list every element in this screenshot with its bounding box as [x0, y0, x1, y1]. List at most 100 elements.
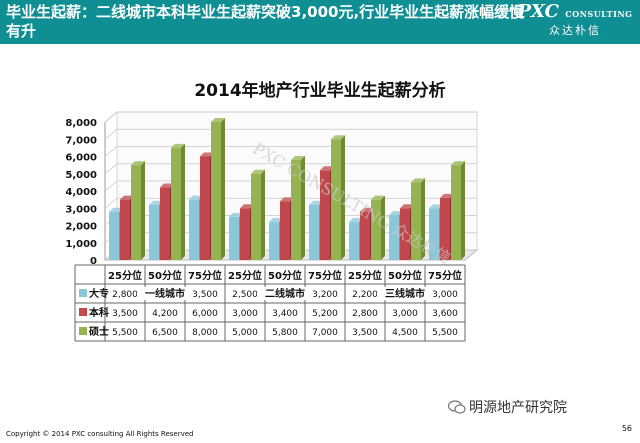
x-tick-label: 50分位	[148, 269, 182, 282]
bar-front	[451, 165, 461, 260]
bar-硕士	[411, 178, 425, 260]
bar-top	[309, 200, 323, 205]
logo-sub-text: 众达朴信	[549, 24, 601, 37]
y-tick-label: 2,000	[65, 222, 97, 233]
gridline	[104, 163, 477, 175]
bar-top	[131, 161, 145, 166]
bar-top	[291, 155, 305, 160]
bar-top	[200, 152, 214, 157]
bar-front	[371, 199, 381, 260]
bar-front	[211, 122, 221, 260]
bar-top	[211, 118, 225, 122]
bar-side	[221, 118, 225, 260]
data-label: 5,000	[232, 328, 258, 338]
brand-name: 明源地产研究院	[469, 400, 567, 416]
bar-top	[109, 207, 123, 212]
y-tick-label: 4,000	[65, 187, 97, 198]
data-label: 5,500	[432, 328, 458, 338]
bar-top	[171, 143, 185, 148]
data-label: 3,500	[352, 328, 378, 338]
data-label: 3,400	[272, 309, 298, 319]
group-label-bg	[137, 287, 193, 300]
bar-top	[120, 195, 134, 200]
data-label: 5,500	[112, 328, 138, 338]
data-label: 6,000	[192, 309, 218, 319]
bar-front	[171, 147, 181, 260]
x-tick-label: 75分位	[428, 269, 462, 282]
bar-front	[400, 208, 410, 260]
legend-label: 大专	[89, 287, 109, 300]
data-label: 5,200	[312, 309, 338, 319]
group-label-bg	[257, 287, 313, 300]
bar-硕士	[251, 169, 265, 260]
bar-top	[331, 135, 345, 140]
bar-front	[120, 199, 130, 260]
pxc-logo: PXC CONSULTING 众达朴信	[516, 2, 634, 42]
y-tick-label: 7,000	[65, 135, 97, 146]
bar-front	[349, 222, 359, 260]
data-label: 6,500	[152, 328, 178, 338]
bar-front	[291, 159, 301, 260]
legend-key-硕士	[79, 327, 87, 335]
copyright-text: Copyright © 2014 PXC consulting All Righ…	[6, 430, 194, 438]
bar-front	[131, 165, 141, 260]
legend-label: 本科	[89, 306, 109, 319]
wechat-brand: 明源地产研究院	[448, 397, 567, 417]
group-label: 一线城市	[145, 287, 185, 300]
bar-top	[320, 166, 334, 171]
gridline	[104, 111, 477, 123]
bar-top	[349, 218, 363, 223]
data-label: 2,200	[352, 290, 378, 300]
header-bar: 毕业生起薪：二线城市本科毕业生起薪突破3,000元,行业毕业生起薪涨幅缓慢有升 …	[0, 0, 640, 44]
bar-front	[331, 139, 341, 260]
data-label: 3,600	[432, 309, 458, 319]
bar-side	[341, 135, 345, 260]
bar-front	[251, 173, 261, 260]
bar-top	[440, 193, 454, 198]
bar-front	[280, 201, 290, 260]
group-label-bg	[377, 287, 433, 300]
gridline	[104, 146, 477, 157]
x-tick-label: 25分位	[348, 269, 382, 282]
logo-main-text: PXC CONSULTING	[517, 1, 633, 22]
chart-title: 2014年地产行业毕业生起薪分析	[194, 81, 446, 101]
data-label: 4,500	[392, 328, 418, 338]
bar-top	[240, 204, 254, 209]
bar-front	[389, 215, 399, 260]
bar-top	[229, 212, 243, 217]
bar-front	[440, 197, 450, 260]
data-label: 3,200	[312, 290, 338, 300]
wechat-icon	[448, 400, 466, 414]
legend-key-本科	[79, 308, 87, 316]
bar-硕士	[131, 161, 145, 260]
bar-硕士	[171, 143, 185, 260]
bar-side	[421, 178, 425, 260]
data-label: 7,000	[312, 328, 338, 338]
data-label: 8,000	[192, 328, 218, 338]
y-tick-label: 0	[90, 256, 97, 267]
bar-top	[400, 204, 414, 209]
group-label: 二线城市	[265, 287, 305, 300]
bar-top	[189, 195, 203, 200]
x-tick-label: 25分位	[108, 269, 142, 282]
page-number: 56	[621, 424, 632, 433]
bar-front	[309, 204, 319, 260]
bar-front	[149, 204, 159, 260]
y-tick-label: 6,000	[65, 153, 97, 164]
bar-front	[200, 156, 210, 260]
bar-top	[251, 169, 265, 174]
x-tick-label: 75分位	[188, 269, 222, 282]
x-tick-label: 50分位	[268, 269, 302, 282]
bar-side	[181, 143, 185, 260]
bar-硕士	[211, 118, 225, 260]
bar-top	[280, 197, 294, 202]
bar-front	[429, 208, 439, 260]
bar-front	[160, 187, 170, 260]
bar-front	[240, 208, 250, 260]
data-label: 4,200	[152, 309, 178, 319]
data-label: 3,500	[192, 290, 218, 300]
bar-front	[411, 182, 421, 260]
bar-side	[461, 161, 465, 260]
x-tick-label: 75分位	[308, 269, 342, 282]
